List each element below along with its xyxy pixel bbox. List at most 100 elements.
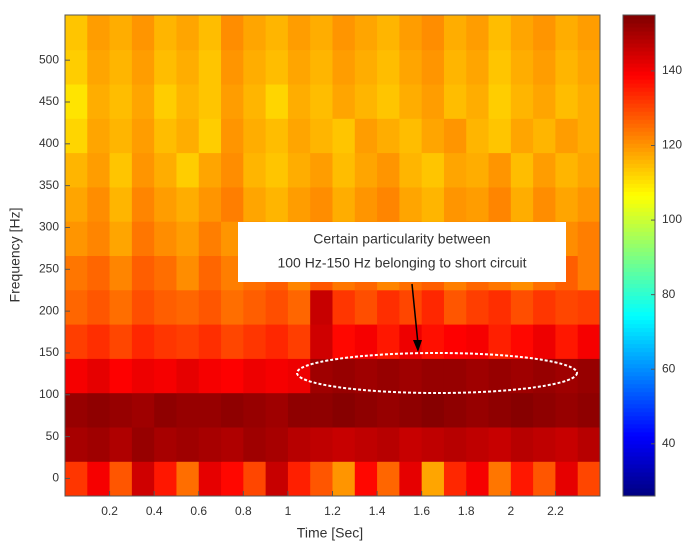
cell (421, 186, 445, 222)
cell (176, 461, 200, 497)
colorbar-band (623, 199, 655, 204)
cell (131, 392, 155, 428)
colorbar-band (623, 43, 655, 48)
cell (488, 392, 512, 428)
colorbar-band (623, 275, 655, 281)
cell (310, 426, 333, 462)
colorbar-band (623, 203, 655, 208)
cell (466, 186, 490, 222)
cell (198, 426, 222, 462)
cell (533, 118, 556, 154)
colorbar-band (623, 399, 655, 405)
cell (131, 289, 155, 325)
x-tick-label: 2.2 (547, 504, 564, 518)
cell (287, 186, 311, 222)
cell (131, 152, 155, 188)
cell (332, 289, 356, 325)
cell (421, 15, 445, 51)
cell (265, 392, 289, 428)
cell (265, 461, 289, 497)
arrow-head (413, 340, 422, 352)
cell (265, 15, 289, 51)
cell (488, 118, 512, 154)
y-tick-label: 400 (39, 136, 59, 150)
cell (443, 84, 467, 119)
cell (131, 255, 155, 291)
annotation-arrow (411, 283, 419, 345)
cell (399, 118, 423, 154)
colorbar-band (623, 167, 655, 172)
cell (131, 324, 155, 359)
cell (287, 49, 311, 85)
cell (265, 358, 289, 394)
cell (198, 152, 222, 188)
cell (176, 289, 200, 325)
cell (265, 84, 289, 119)
cell (221, 289, 244, 325)
colorbar-band (623, 259, 655, 265)
cell (577, 289, 601, 325)
colorbar-band (623, 291, 655, 297)
cell (109, 84, 133, 119)
cell (399, 392, 423, 428)
cell (221, 152, 244, 188)
cell (488, 358, 512, 394)
colorbar-band (623, 343, 655, 349)
colorbar-band (623, 283, 655, 289)
cell (310, 15, 333, 51)
x-tick-label: 1.6 (413, 504, 430, 518)
cell (533, 152, 556, 188)
cell (399, 15, 423, 51)
cell (109, 49, 133, 85)
cell (109, 118, 133, 154)
y-tick-label: 50 (46, 429, 60, 443)
colorbar-band (623, 363, 655, 369)
cell (221, 426, 244, 462)
cell (310, 49, 333, 85)
y-tick-label: 250 (39, 261, 59, 275)
cell (131, 15, 155, 51)
cell (65, 426, 88, 462)
colorbar-band (623, 339, 655, 345)
cell (109, 255, 133, 291)
cell (466, 84, 490, 119)
cell (577, 49, 601, 85)
cell (310, 392, 333, 428)
cell (265, 118, 289, 154)
cell (198, 15, 222, 51)
x-tick-label: 0.6 (190, 504, 207, 518)
colorbar-band (623, 287, 655, 293)
cell (221, 84, 244, 119)
cell (533, 289, 556, 325)
cell (310, 186, 333, 222)
colorbar-band (623, 419, 655, 425)
colorbar-tick-label: 120 (662, 138, 682, 152)
cell (287, 289, 311, 325)
cell (577, 255, 601, 291)
cell (466, 118, 490, 154)
colorbar-band (623, 171, 655, 176)
cell (65, 324, 88, 359)
cell (287, 461, 311, 497)
cell (555, 289, 579, 325)
cell (443, 324, 467, 359)
cell (87, 461, 111, 497)
cell (533, 49, 556, 85)
cell (65, 15, 88, 51)
colorbar-band (623, 127, 655, 132)
colorbar-band (623, 479, 655, 485)
colorbar-band (623, 251, 655, 256)
colorbar-band (623, 327, 655, 333)
colorbar-band (623, 295, 655, 301)
cell (221, 186, 244, 222)
cell (377, 152, 400, 188)
colorbar-band (623, 215, 655, 220)
colorbar-band (623, 39, 655, 44)
colorbar-band (623, 19, 655, 24)
colorbar-band (623, 163, 655, 168)
cell (555, 152, 579, 188)
cell (310, 461, 333, 497)
cell (109, 186, 133, 222)
cell (555, 392, 579, 428)
cell (377, 49, 400, 85)
